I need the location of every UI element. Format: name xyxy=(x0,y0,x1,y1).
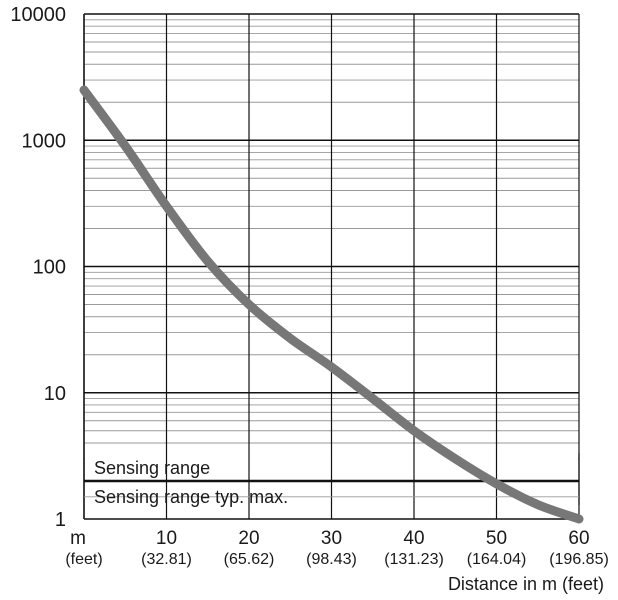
sensing-range-typ-max-label: Sensing range typ. max. xyxy=(94,487,288,507)
x-tick-sublabel: (164.04) xyxy=(467,551,527,568)
x-tick-label: 20 xyxy=(238,528,259,549)
x-axis-title: Distance in m (feet) xyxy=(448,574,604,594)
major-gridlines xyxy=(83,13,580,520)
series-layer xyxy=(79,85,584,524)
sensing-range-label: Sensing range xyxy=(94,458,210,478)
x-unit-sub-label: (feet) xyxy=(65,551,102,568)
x-tick-sublabel: (98.43) xyxy=(306,551,357,568)
x-tick-label: 10 xyxy=(156,528,177,549)
x-tick-label: 30 xyxy=(321,528,342,549)
y-tick-label: 1 xyxy=(55,509,66,531)
sensing-range-layer: Sensing range Sensing range typ. max. xyxy=(84,452,580,507)
x-tick-sublabel: (131.23) xyxy=(384,551,444,568)
x-tick-sublabel: (196.85) xyxy=(549,551,609,568)
x-unit-label: m xyxy=(70,528,86,549)
y-tick-label: 100 xyxy=(33,257,66,279)
x-tick-label: 40 xyxy=(403,528,424,549)
y-tick-labels: 1 10 100 1000 10000 xyxy=(10,4,66,531)
x-tick-labels: m (feet) 10 (32.81) 20 (65.62) 30 (98.43) 40 (1… xyxy=(65,528,608,568)
x-tick-sublabel: (32.81) xyxy=(141,551,192,568)
y-tick-label: 1000 xyxy=(22,130,67,152)
y-tick-label: 10000 xyxy=(10,4,66,26)
x-tick-label: 60 xyxy=(568,528,589,549)
y-tick-label: 10 xyxy=(44,383,66,405)
x-tick-sublabel: (65.62) xyxy=(224,551,275,568)
series-line xyxy=(79,85,584,524)
x-tick-label: 50 xyxy=(486,528,507,549)
